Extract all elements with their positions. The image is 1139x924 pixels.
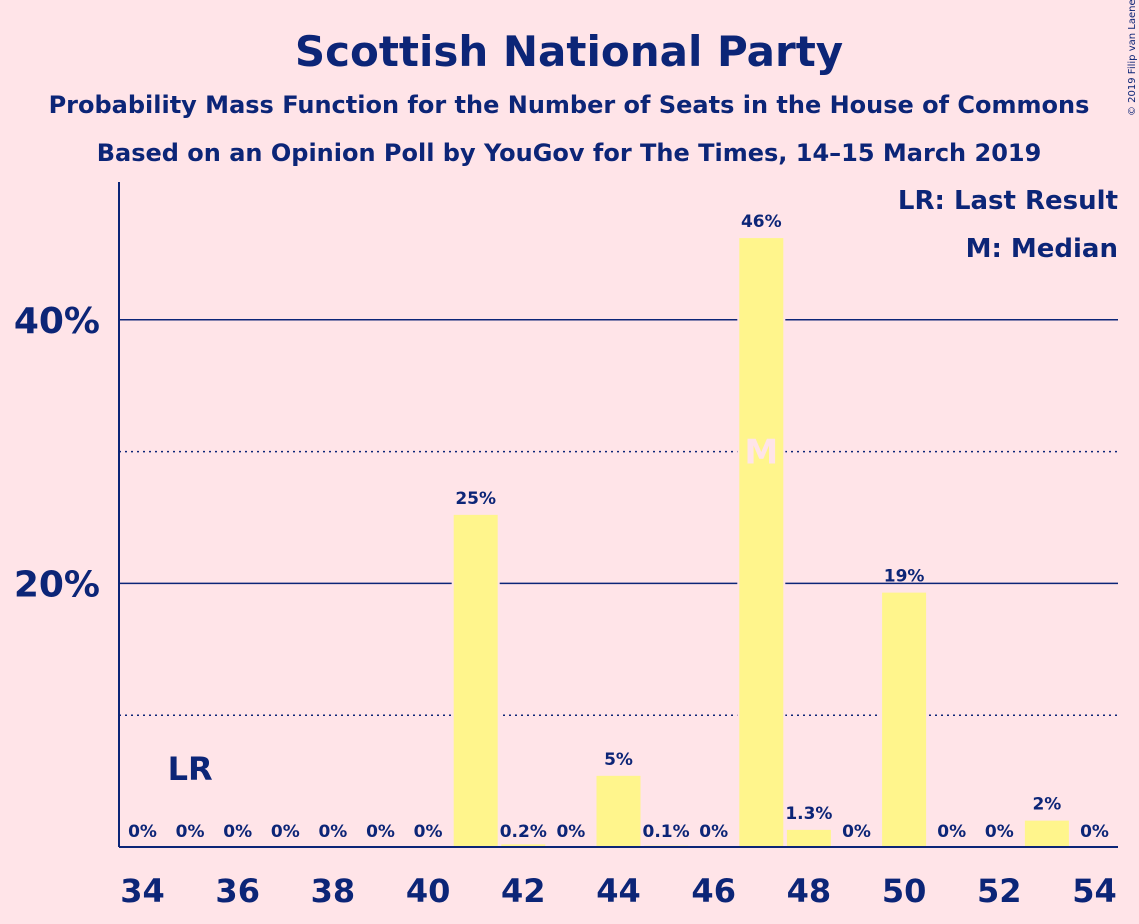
bar-labels: 0% 0% 0% 0% 0% 0% 0% 25% 0.2% 0% 5% 0.1% 0% 46% 1.3% 0%…: [128, 212, 1109, 842]
bar-value-label: 46%: [741, 212, 782, 232]
bar-value-label: 5%: [604, 750, 633, 770]
bar-value-label: 0%: [556, 822, 585, 842]
x-tick-label: 40: [406, 872, 451, 910]
bar: [596, 775, 641, 847]
bar-value-label: 0%: [128, 822, 157, 842]
bar-value-label: 0%: [937, 822, 966, 842]
bar-value-label: 0.2%: [500, 822, 547, 842]
bar-value-label: 25%: [455, 489, 496, 509]
bar-value-label: 0%: [318, 822, 347, 842]
bar-value-label: 0%: [271, 822, 300, 842]
bar-value-label: 19%: [884, 567, 925, 587]
legend-last-result: LR: Last Result: [898, 186, 1118, 216]
bar-value-label: 0%: [842, 822, 871, 842]
x-tick-label: 42: [501, 872, 546, 910]
y-tick-label: 40%: [14, 301, 100, 342]
x-tick-label: 52: [977, 872, 1022, 910]
bar-value-label: 0%: [223, 822, 252, 842]
chart-subtitle: Probability Mass Function for the Number…: [49, 91, 1090, 119]
x-tick-label: 48: [787, 872, 832, 910]
bar: [739, 238, 784, 848]
bar: [786, 829, 831, 847]
bar-value-label: 0%: [176, 822, 205, 842]
chart-title: Scottish National Party: [295, 27, 843, 76]
x-tick-label: 36: [215, 872, 260, 910]
legend-median: M: Median: [966, 234, 1118, 264]
bar-value-label: 0%: [985, 822, 1014, 842]
bar-value-label: 0%: [1080, 822, 1109, 842]
copyright-notice: © 2019 Filip van Laenen: [1127, 0, 1138, 116]
x-tick-label: 50: [882, 872, 927, 910]
bar-value-label: 2%: [1032, 795, 1061, 815]
axes: [118, 182, 1118, 848]
bar-value-label: 0%: [414, 822, 443, 842]
tick-labels: 34 36 38 40 42 44 46 48 50 52 54 20% 40%: [14, 301, 1117, 910]
chart-subtitle-source: Based on an Opinion Poll by YouGov for T…: [97, 139, 1042, 167]
bar: [882, 592, 927, 847]
bar: [1024, 820, 1069, 847]
x-tick-label: 46: [691, 872, 736, 910]
last-result-marker: LR: [168, 750, 213, 788]
x-tick-label: 44: [596, 872, 641, 910]
bar-value-label: 0%: [699, 822, 728, 842]
bars: [451, 238, 1071, 848]
bar-value-label: 1.3%: [785, 804, 832, 824]
y-tick-label: 20%: [14, 564, 100, 605]
x-tick-label: 54: [1072, 872, 1117, 910]
bar-value-label: 0.1%: [643, 822, 690, 842]
bar-value-label: 0%: [366, 822, 395, 842]
x-tick-label: 38: [311, 872, 356, 910]
gridlines: [119, 319, 1118, 716]
median-marker: M: [744, 432, 778, 472]
x-tick-label: 34: [120, 872, 165, 910]
bar: [453, 514, 498, 847]
bar: [501, 844, 546, 847]
